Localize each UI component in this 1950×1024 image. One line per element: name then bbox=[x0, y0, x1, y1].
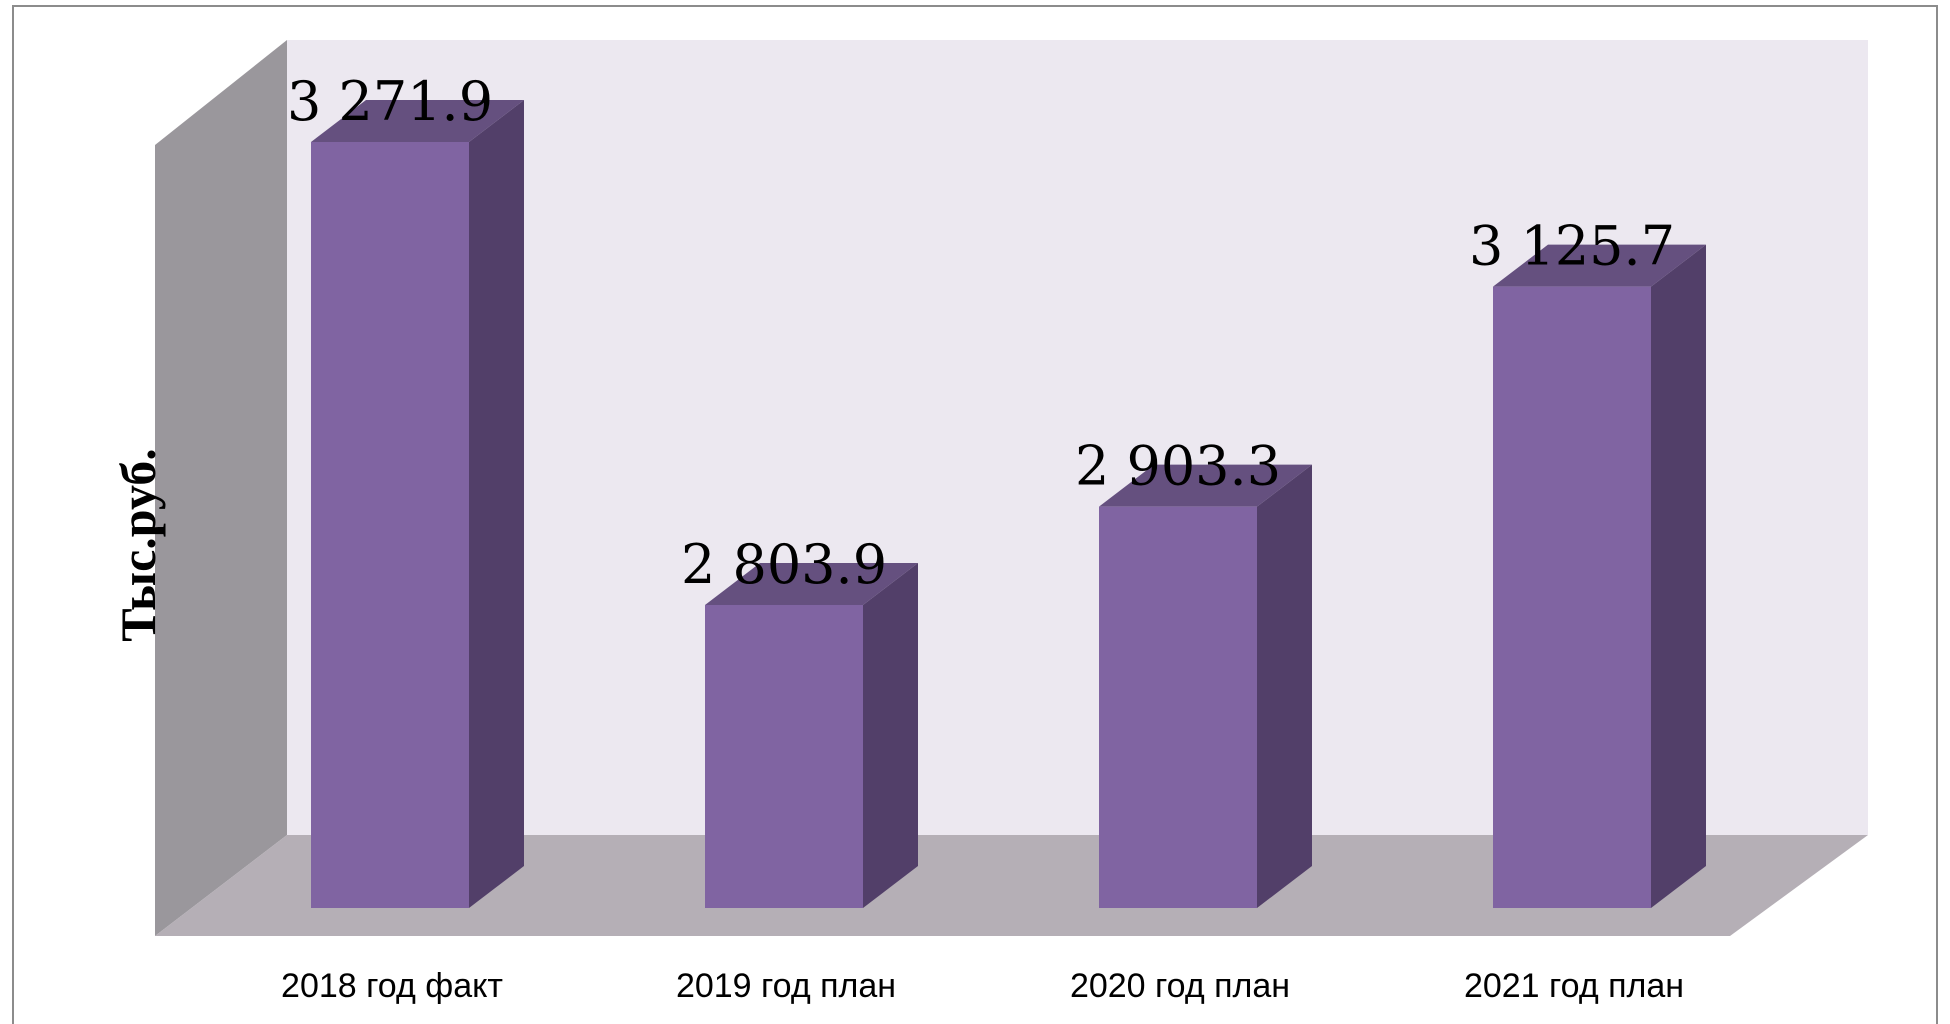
back-wall bbox=[287, 40, 1868, 835]
bar bbox=[1493, 244, 1706, 909]
data-label: 2 903.3 bbox=[1075, 435, 1281, 498]
bar-top bbox=[311, 100, 524, 142]
bar-top bbox=[705, 562, 918, 605]
floor bbox=[155, 835, 1868, 936]
x-tick-label: 2020 год план bbox=[1070, 967, 1290, 1005]
bar-top bbox=[1493, 244, 1706, 287]
bar-front bbox=[705, 604, 863, 908]
labels-layer: 3 271.9 2018 год факт 2 803.9 2019 год план… bbox=[281, 70, 1684, 1005]
x-tick-label: 2021 год план bbox=[1464, 967, 1684, 1005]
side-wall bbox=[155, 40, 287, 936]
bar bbox=[1099, 464, 1312, 908]
bar-side bbox=[469, 100, 524, 908]
bar-front bbox=[311, 142, 469, 908]
bar-side bbox=[1257, 464, 1312, 908]
bar-side bbox=[863, 562, 918, 908]
bar bbox=[705, 562, 918, 908]
bar-top bbox=[1099, 464, 1312, 507]
bar-front bbox=[1493, 286, 1651, 909]
x-tick-label: 2018 год факт bbox=[281, 967, 503, 1005]
x-tick-label: 2019 год план bbox=[676, 967, 896, 1005]
bar-side bbox=[1651, 244, 1706, 908]
data-label: 2 803.9 bbox=[681, 533, 887, 596]
bar bbox=[311, 100, 524, 908]
bar-front bbox=[1099, 506, 1257, 908]
data-label: 3 125.7 bbox=[1469, 215, 1675, 278]
bars-layer bbox=[311, 100, 1706, 909]
y-axis-title: Тыс.руб. bbox=[110, 448, 166, 642]
data-label: 3 271.9 bbox=[287, 70, 493, 133]
